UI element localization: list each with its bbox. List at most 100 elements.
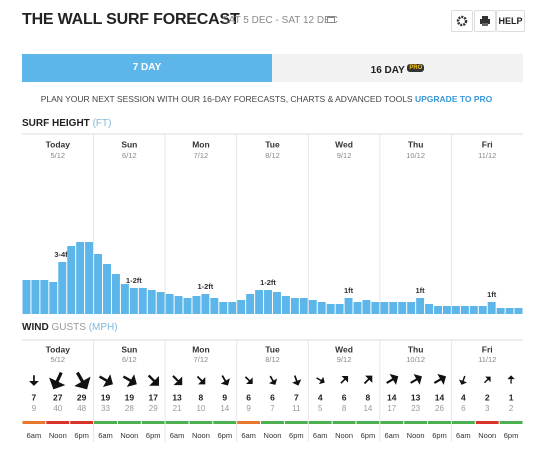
surf-bar (335, 304, 344, 314)
surf-bar (174, 296, 183, 314)
wind-rating (404, 421, 428, 424)
wind-speed: 4 (461, 392, 466, 402)
surf-bar (469, 306, 478, 314)
surf-bar (478, 306, 487, 314)
surf-bar (165, 294, 174, 314)
wind-arrow (172, 375, 183, 386)
wind-rating (308, 421, 332, 424)
wind-arrow (459, 375, 468, 385)
surf-bar (353, 302, 362, 314)
promo: PLAN YOUR NEXT SESSION WITH OUR 16-DAY F… (0, 94, 533, 104)
wind-arrow (74, 371, 91, 390)
surf-bar (496, 308, 505, 314)
time-label: Noon (264, 431, 282, 440)
wind-speed: 14 (435, 392, 445, 402)
surf-label: 1ft (344, 286, 354, 295)
surf-bar (380, 302, 389, 314)
wind-speed: 1 (509, 392, 514, 402)
surf-label: SURF HEIGHT (22, 118, 90, 129)
title: THE WALL SURF FORECAST (22, 11, 240, 28)
day-date: 7/12 (194, 151, 209, 160)
wind-arrow (507, 375, 515, 384)
wind-speed: 27 (53, 392, 63, 402)
wind-day-date: 5/12 (50, 355, 65, 364)
surf-bar (58, 262, 67, 314)
print-button[interactable] (474, 10, 496, 32)
surf-bar (317, 302, 326, 314)
time-label: Noon (120, 431, 138, 440)
day-name: Tue (265, 139, 280, 149)
wind-day-name: Today (46, 344, 71, 354)
wind-day-date: 6/12 (122, 355, 137, 364)
day-name: Wed (335, 139, 353, 149)
surf-bar (299, 298, 308, 314)
wind-rating (189, 421, 213, 424)
surf-bar (147, 290, 156, 314)
time-label: Noon (49, 431, 67, 440)
surf-bar (308, 300, 317, 314)
wind-arrow (484, 376, 491, 384)
day-name: Mon (192, 139, 209, 149)
surf-bar (138, 288, 147, 314)
wind-gust: 17 (387, 404, 396, 413)
pro-badge: PRO (407, 64, 425, 72)
surf-bar (228, 302, 237, 314)
wind-rating (261, 421, 284, 424)
day-name: Thu (408, 139, 424, 149)
wind-gust: 8 (342, 404, 347, 413)
surf-bar (156, 292, 165, 314)
wind-rating (70, 421, 94, 424)
surf-label: 1-2ft (197, 282, 213, 291)
surf-bar (201, 294, 210, 314)
tab-16day[interactable]: 16 DAY PRO (272, 54, 523, 82)
surf-bar (246, 294, 255, 314)
wind-gust: 3 (485, 404, 490, 413)
wind-unit: (MPH) (88, 322, 118, 333)
wind-day-name: Tue (265, 344, 280, 354)
wind-rating (428, 421, 451, 424)
wind-arrow (220, 375, 230, 386)
tab-7day[interactable]: 7 DAY (22, 54, 272, 82)
surf-bar (451, 306, 460, 314)
surf-bar (103, 264, 111, 314)
day-date: 9/12 (337, 151, 352, 160)
calendar-icon (327, 16, 335, 23)
surf-bar (425, 304, 434, 314)
surf-bar (326, 304, 335, 314)
wind-rating (94, 421, 117, 424)
time-label: 6pm (289, 431, 304, 440)
time-label: Noon (192, 431, 210, 440)
day-date: 10/12 (406, 151, 425, 160)
upgrade-link[interactable]: UPGRADE TO PRO (414, 94, 493, 104)
promo-text: PLAN YOUR NEXT SESSION WITH OUR 16-DAY F… (40, 94, 413, 104)
surf-bar (505, 308, 514, 314)
day-name: Today (46, 139, 71, 149)
time-label: Noon (407, 431, 425, 440)
wind-rating (46, 421, 70, 424)
wind-gust: 9 (32, 404, 37, 413)
surf-bar (281, 296, 290, 314)
wind-speed: 7 (294, 392, 299, 402)
surf-bar (40, 280, 49, 314)
wind-speed: 19 (125, 392, 135, 402)
wind-rating (451, 421, 475, 424)
wind-gust: 6 (461, 404, 466, 413)
time-label: 6pm (217, 431, 232, 440)
surf-bar (85, 242, 94, 314)
wind-gust: 26 (435, 404, 444, 413)
time-label: 6pm (74, 431, 89, 440)
wind-speed: 29 (77, 392, 87, 402)
wind-arrow (340, 375, 349, 384)
wind-arrow (386, 373, 399, 385)
wind-arrow (433, 373, 446, 385)
surf-bar (94, 254, 103, 314)
settings-button[interactable] (451, 10, 473, 32)
surf-bar (111, 274, 120, 314)
wind-rating (141, 421, 165, 424)
time-label: 6am (384, 431, 399, 440)
surf-unit: (FT) (92, 118, 112, 129)
surf-bar (362, 300, 371, 314)
help-button[interactable]: HELP (496, 10, 525, 32)
surf-label: 1ft (416, 286, 426, 295)
surf-bar (31, 280, 40, 314)
